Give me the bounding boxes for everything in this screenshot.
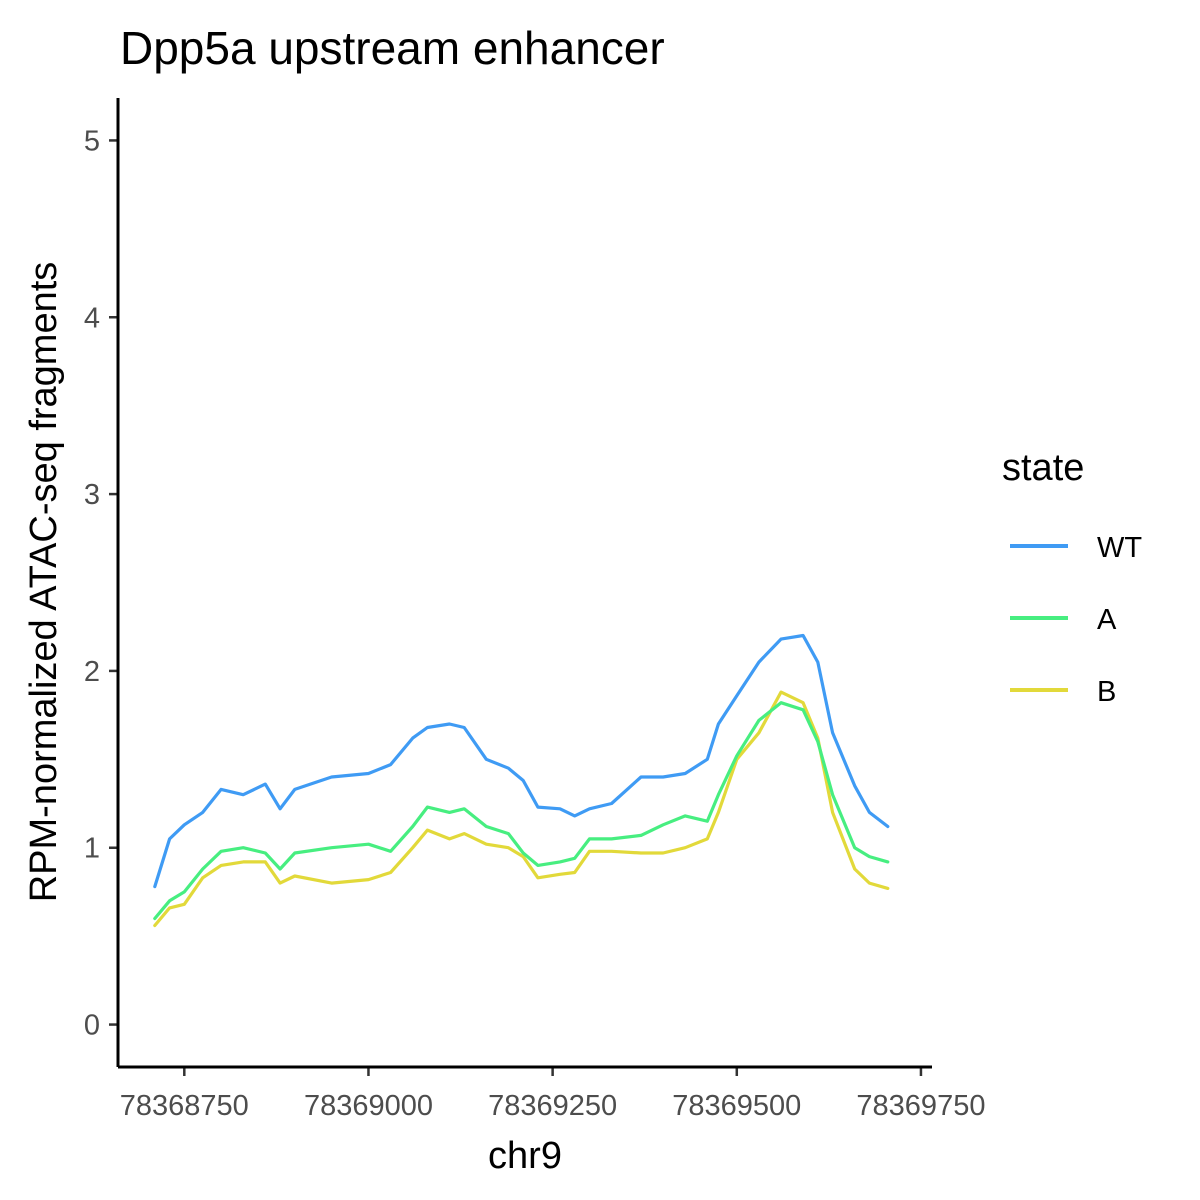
plot-area bbox=[153, 633, 890, 928]
x-tick-label: 78369000 bbox=[304, 1090, 433, 1122]
chart-title: Dpp5a upstream enhancer bbox=[120, 22, 665, 74]
legend-label-a: A bbox=[1097, 604, 1117, 636]
y-tick-label: 0 bbox=[84, 1010, 100, 1042]
x-axis-title: chr9 bbox=[488, 1135, 562, 1177]
series-line-b bbox=[153, 690, 890, 928]
legend-label-b: B bbox=[1097, 676, 1116, 708]
y-tick-label: 2 bbox=[84, 656, 100, 688]
series-line-wt bbox=[153, 633, 890, 889]
y-tick-label: 4 bbox=[84, 302, 100, 334]
y-axis: 0 1 2 3 4 5 bbox=[84, 125, 118, 1042]
y-tick-label: 5 bbox=[84, 125, 100, 157]
legend-label-wt: WT bbox=[1097, 532, 1142, 564]
x-axis: 78368750 78369000 78369250 78369500 78369750 bbox=[120, 1067, 985, 1122]
y-tick-label: 1 bbox=[84, 833, 100, 865]
x-tick-label: 78369250 bbox=[488, 1090, 617, 1122]
series-line-a bbox=[153, 701, 890, 921]
y-tick-label: 3 bbox=[84, 479, 100, 511]
x-tick-label: 78369750 bbox=[856, 1090, 985, 1122]
x-tick-label: 78368750 bbox=[120, 1090, 249, 1122]
legend-title: state bbox=[1002, 447, 1084, 489]
legend: state WT A B bbox=[1002, 447, 1142, 708]
y-axis-title: RPM-normalized ATAC-seq fragments bbox=[23, 262, 65, 903]
x-tick-label: 78369500 bbox=[672, 1090, 801, 1122]
